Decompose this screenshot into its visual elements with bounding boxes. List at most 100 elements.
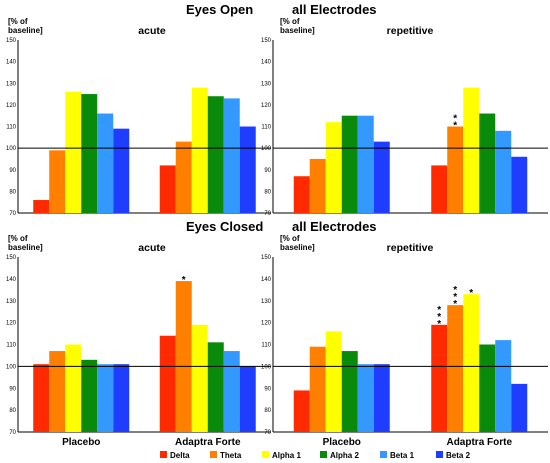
y-tick-label: 140	[261, 277, 272, 283]
legend-label: Alpha 1	[272, 451, 301, 460]
bar-alpha-1	[463, 87, 480, 213]
significance-star: *	[469, 288, 473, 299]
x-category-label: Adaptra Forte	[446, 437, 512, 448]
y-tick-label: 90	[264, 168, 271, 174]
significance-star: *	[453, 299, 457, 310]
panel-title: repetitive	[387, 242, 434, 254]
y-tick-label: 130	[6, 299, 17, 305]
legend-item-alpha-2: Alpha 2	[320, 451, 359, 460]
legend-item-beta-2: Beta 2	[436, 451, 471, 460]
y-tick-label: 80	[9, 189, 16, 195]
significance-star: *	[182, 275, 186, 286]
bar-beta-2	[511, 156, 528, 213]
y-tick-label: 100	[6, 364, 17, 370]
bar-beta-2	[511, 383, 528, 432]
y-tick-label: 140	[6, 277, 17, 283]
eyes-closed-heading: Eyes Closed	[186, 219, 263, 234]
x-category-label: Placebo	[323, 437, 361, 448]
bar-alpha-2	[341, 115, 358, 213]
y-tick-label: 150	[6, 255, 17, 261]
y-axis-label: [% of	[280, 17, 300, 26]
bar-beta-1	[357, 364, 374, 432]
y-axis-label: [% of	[280, 234, 300, 243]
legend-swatch	[210, 451, 217, 458]
y-tick-label: 150	[261, 38, 272, 44]
bar-alpha-1	[325, 122, 342, 213]
y-tick-label: 70	[264, 430, 271, 436]
chart-panels: acute[% ofbaseline]708090100110120130140…	[6, 17, 548, 448]
y-tick-label: 120	[6, 321, 17, 327]
bar-theta	[309, 346, 326, 432]
x-category-label: Placebo	[62, 437, 100, 448]
bar-theta	[447, 305, 464, 432]
y-tick-label: 80	[9, 408, 16, 414]
bar-beta-2	[113, 364, 130, 432]
all-electrodes-heading-bottom: all Electrodes	[292, 219, 377, 234]
legend-swatch	[320, 451, 327, 458]
legend-label: Beta 1	[390, 451, 415, 460]
legend-item-alpha-1: Alpha 1	[262, 451, 301, 460]
bar-alpha-1	[463, 294, 480, 432]
bar-alpha-1	[191, 87, 208, 213]
y-tick-label: 110	[6, 343, 16, 349]
bar-alpha-2	[341, 351, 358, 432]
y-tick-label: 140	[6, 60, 17, 66]
bar-beta-1	[223, 351, 240, 432]
legend-item-theta: Theta	[210, 451, 242, 460]
significance-star: *	[453, 121, 457, 132]
legend-item-beta-1: Beta 1	[380, 451, 415, 460]
eyes-open-heading: Eyes Open	[186, 2, 253, 17]
bar-beta-1	[495, 340, 512, 432]
bar-beta-2	[239, 126, 256, 213]
significance-star: *	[453, 114, 457, 125]
bar-theta	[49, 351, 66, 432]
bar-delta	[159, 335, 176, 432]
panel-title: acute	[138, 242, 166, 254]
bar-delta	[431, 324, 448, 432]
y-tick-label: 100	[261, 364, 272, 370]
bar-alpha-1	[65, 344, 82, 432]
bar-theta	[49, 150, 66, 213]
significance-star: *	[437, 312, 441, 323]
y-tick-label: 120	[261, 321, 272, 327]
y-tick-label: 110	[6, 125, 16, 131]
legend-swatch	[262, 451, 269, 458]
y-tick-label: 80	[264, 408, 271, 414]
legend: Delta Theta Alpha 1 Alpha 2 Beta 1 Beta 2	[160, 451, 471, 460]
legend-label: Alpha 2	[330, 451, 359, 460]
y-tick-label: 110	[261, 343, 271, 349]
bar-alpha-2	[207, 342, 224, 432]
bar-delta	[33, 364, 50, 432]
y-axis-label-line2: baseline]	[280, 243, 315, 252]
significance-star: *	[437, 305, 441, 316]
y-tick-label: 140	[261, 60, 272, 66]
bar-beta-1	[495, 130, 512, 213]
legend-label: Beta 2	[446, 451, 471, 460]
y-axis-label: [% of	[8, 234, 28, 243]
legend-label: Delta	[170, 451, 190, 460]
bar-theta	[447, 126, 464, 213]
significance-star: *	[453, 292, 457, 303]
y-tick-label: 110	[261, 125, 271, 131]
panel-title: repetitive	[387, 25, 434, 37]
bar-delta	[159, 165, 176, 213]
bar-beta-1	[97, 364, 114, 432]
all-electrodes-heading-top: all Electrodes	[292, 2, 377, 17]
bar-alpha-2	[207, 96, 224, 213]
bar-delta	[293, 390, 310, 432]
bar-theta	[175, 281, 192, 432]
bar-beta-1	[357, 115, 374, 213]
y-tick-label: 70	[9, 211, 16, 217]
bar-beta-1	[223, 98, 240, 213]
bar-delta	[431, 165, 448, 213]
panel-title: acute	[138, 25, 166, 37]
bar-alpha-2	[479, 113, 496, 213]
legend-swatch	[160, 451, 167, 458]
y-tick-label: 70	[264, 211, 271, 217]
legend-swatch	[380, 451, 387, 458]
bar-theta	[309, 158, 326, 213]
y-tick-label: 90	[9, 386, 16, 392]
bar-alpha-1	[65, 91, 82, 213]
